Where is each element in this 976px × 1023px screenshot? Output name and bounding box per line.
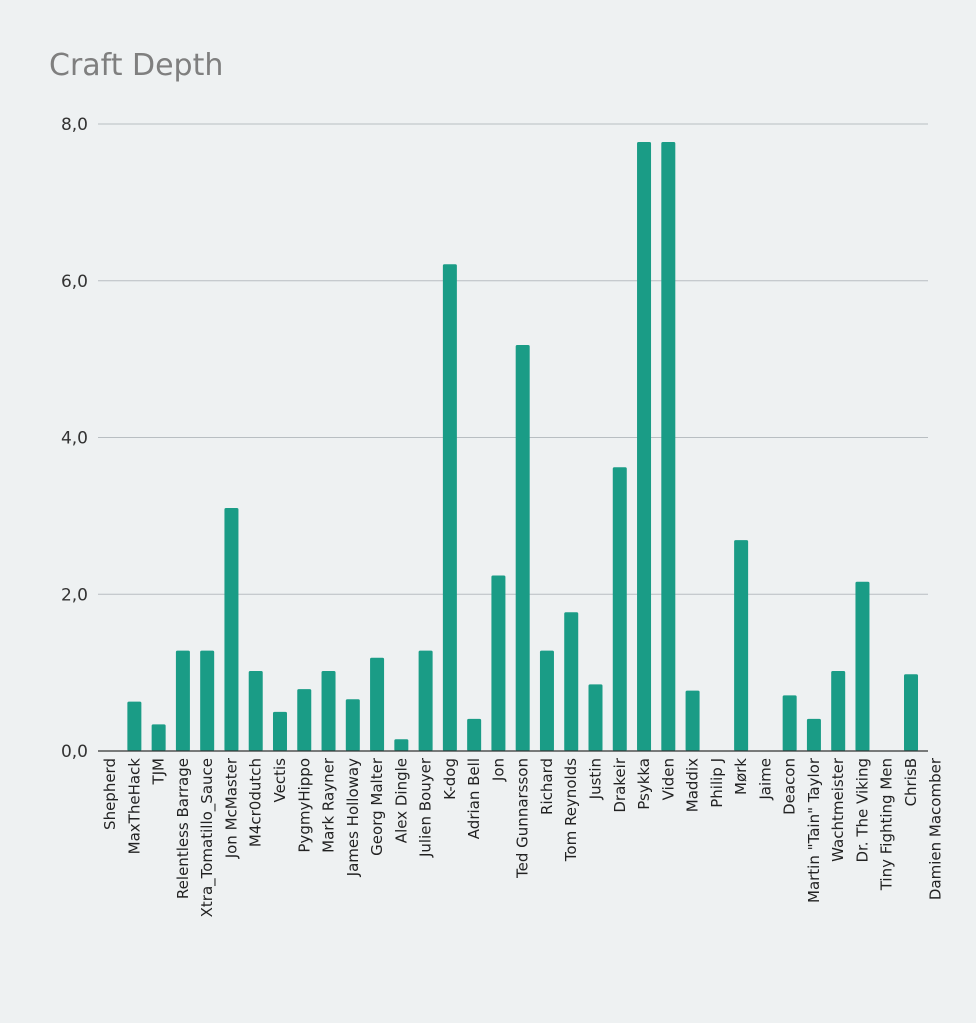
bar — [904, 674, 919, 751]
bar — [734, 540, 749, 751]
y-tick-label: 0,0 — [61, 742, 88, 762]
bar — [370, 657, 385, 751]
x-tick-label: Deacon — [781, 758, 799, 815]
x-tick-label: Jon — [489, 758, 507, 782]
x-tick-label: James Holloway — [344, 758, 362, 877]
x-tick-label: Julien Bouyer — [417, 757, 435, 858]
x-tick-label: Relentless Barrage — [174, 758, 192, 899]
bar — [588, 684, 603, 751]
x-tick-label: Dr. The Viking — [853, 758, 871, 863]
bar — [224, 508, 239, 751]
bar — [175, 650, 190, 751]
bar — [467, 718, 482, 751]
x-tick-label: Maddix — [684, 758, 702, 812]
x-tick-label: Xtra_Tomatillo_Sauce — [198, 758, 217, 917]
bar — [394, 739, 409, 751]
bar — [831, 671, 846, 751]
bar — [515, 345, 530, 751]
x-tick-label: Justin — [587, 758, 605, 800]
x-tick-label: PygmyHippo — [295, 758, 313, 853]
x-tick-label: Ted Gunnarsson — [514, 758, 532, 879]
x-tick-label: Jaime — [756, 758, 774, 801]
bar — [442, 264, 457, 751]
x-tick-label: TJM — [150, 758, 168, 786]
x-tick-label: ChrisB — [902, 758, 920, 806]
bar — [151, 724, 166, 751]
bar — [418, 650, 433, 751]
x-tick-label: Richard — [538, 758, 556, 815]
x-tick-label: K-dog — [441, 758, 459, 800]
x-tick-label: Shepherd — [101, 758, 119, 830]
x-tick-label: Alex Dingle — [392, 758, 410, 843]
x-tick-label: Vectis — [271, 758, 289, 803]
bar — [855, 581, 870, 751]
y-axis-ticks: 0,0 2,0 4,0 6,0 8,0 — [61, 115, 88, 762]
x-tick-label: Viden — [659, 758, 677, 800]
x-tick-label: Jon McMaster — [222, 757, 240, 859]
bar — [297, 689, 312, 751]
y-tick-label: 8,0 — [61, 115, 88, 135]
x-tick-label: Philip J — [708, 758, 726, 808]
x-tick-label: Damien Macomber — [926, 757, 944, 900]
y-tick-label: 6,0 — [61, 272, 88, 292]
bar — [248, 671, 263, 751]
bar — [661, 142, 676, 751]
bar — [637, 142, 652, 751]
bars — [127, 142, 919, 751]
y-tick-label: 4,0 — [61, 429, 88, 449]
bar — [564, 612, 579, 751]
x-tick-label: M4cr0dutch — [247, 758, 265, 847]
chart-title: Craft Depth — [49, 48, 223, 83]
bar — [685, 690, 700, 751]
x-tick-label: Tom Reynolds — [562, 758, 580, 862]
bar — [782, 695, 797, 751]
bar — [200, 650, 215, 751]
x-tick-label: Psykka — [635, 758, 653, 810]
bar — [806, 718, 821, 751]
x-axis-ticks: Shepherd MaxTheHack TJM Relentless Barrage X… — [101, 757, 944, 917]
gridlines — [98, 123, 928, 595]
x-tick-label: MaxTheHack — [125, 758, 143, 855]
y-tick-label: 2,0 — [61, 585, 88, 605]
bar — [612, 467, 627, 751]
x-tick-label: Tiny Fighting Men — [878, 758, 896, 891]
bar — [272, 711, 287, 751]
bar — [321, 671, 336, 751]
bar — [539, 650, 554, 751]
x-tick-label: Georg Malter — [368, 757, 386, 856]
x-tick-label: Mørk — [732, 758, 750, 795]
x-tick-label: Wachtmeister — [829, 757, 847, 862]
x-tick-label: Adrian Bell — [465, 758, 483, 839]
bar — [491, 575, 506, 751]
x-tick-label: Martin "Tain" Taylor — [805, 757, 823, 903]
x-tick-label: Drakeir — [611, 757, 629, 812]
bar — [345, 699, 360, 751]
x-tick-label: Mark Rayner — [320, 757, 338, 853]
bar — [127, 701, 142, 751]
